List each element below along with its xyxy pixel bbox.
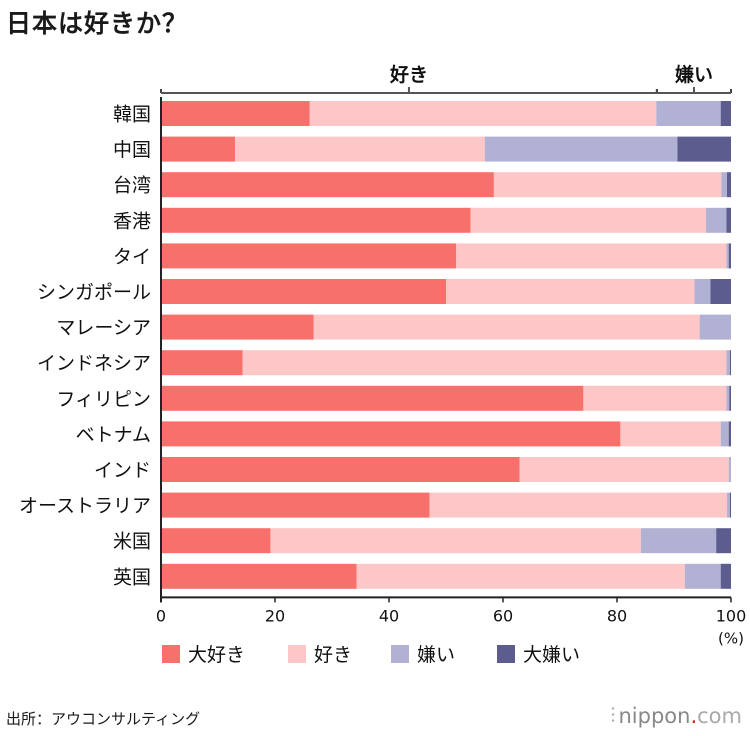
legend-label: 大好き [188,644,245,666]
bar-segment [161,207,471,233]
bar-segment [729,350,731,376]
group-label: 好き [389,63,428,86]
legend-swatch [497,645,515,663]
bar-segment [640,528,717,554]
bar-segment [484,136,678,162]
bar-segment [446,279,695,304]
category-label: 中国 [113,139,151,161]
bar-segment [583,385,727,411]
brand-name: nippon [618,704,691,728]
x-tick-label: 40 [379,606,399,625]
bar-segment [705,207,727,233]
bar-segment [161,457,520,482]
brand-dot: . [690,704,698,728]
x-tick-label: 80 [607,606,627,625]
bar-segment [161,314,314,340]
x-tick-label: 0 [156,606,166,625]
bar-segment [620,421,721,447]
bar-segment [161,101,310,126]
bar-segment [519,457,729,482]
category-label: インドネシア [37,353,151,375]
bar-segment [270,528,641,554]
legend-swatch [288,645,306,663]
category-label: 台湾 [113,175,151,197]
bar-segment [456,243,727,269]
bar-segment [161,492,430,518]
x-tick-label: 20 [265,606,285,625]
bar-segment [727,492,730,518]
bar-segment [242,350,727,376]
group-label: 嫌い [675,63,713,86]
bar-segment [313,314,700,340]
category-label: 英国 [113,566,151,588]
bar-segment [720,563,731,589]
bar-segment [699,314,731,340]
bar-segment [309,101,657,126]
x-tick-label: 100 [716,606,747,625]
bar-segment [726,207,731,233]
bar-segment [729,385,731,411]
bar-segment [235,136,485,162]
bar-segment [684,563,721,589]
bar-segment [710,279,731,304]
category-label: フィリピン [56,388,151,410]
legend-label: 嫌い [417,644,455,666]
category-label: 米国 [113,531,151,553]
category-label: マレーシア [56,317,151,339]
bar-segment [726,385,730,411]
bar-segment [720,421,729,447]
bar-segment [161,350,243,376]
bar-segment [493,172,722,198]
chart-title: 日本は好きか？ [6,9,189,38]
bar-segment [429,492,728,518]
bar-segment [726,243,729,269]
brand-mark-icon: ⫶ [610,704,616,728]
bar-segment [728,421,731,447]
bar-segment [694,279,711,304]
category-label: シンガポール [37,282,151,304]
legend-swatch [162,645,180,663]
legend-swatch [391,645,409,663]
bar-segment [161,136,236,162]
bar-segment [356,563,685,589]
bar-segment [656,101,721,126]
bar-segment [470,207,706,233]
bar-segment [677,136,731,162]
category-label: ベトナム [76,424,151,446]
bar-segment [720,101,731,126]
bar-segment [729,492,731,518]
legend-label: 大嫌い [523,644,580,666]
bar-segment [728,457,731,482]
bar-segment [728,243,731,269]
category-label: タイ [113,246,151,268]
legend-label: 好き [314,644,352,666]
bar-segment [161,421,621,447]
category-label: インド [94,460,151,482]
bar-segment [726,350,730,376]
x-axis-unit: (%) [718,629,744,647]
bar-segment [161,528,271,554]
bar-segment [727,172,731,198]
category-label: 韓国 [113,104,151,126]
bar-segment [161,172,494,198]
bar-segment [716,528,731,554]
brand-logo: ⫶ nippon.com [610,704,742,729]
category-label: 香港 [113,210,151,232]
bar-segment [161,279,446,304]
brand-tld: com [697,704,742,728]
source-note: 出所：アウコンサルティング [6,710,201,728]
x-tick-label: 60 [493,606,513,625]
category-label: オーストラリア [19,495,151,517]
bar-segment [721,172,728,198]
bar-segment [161,563,357,589]
bar-segment [161,243,457,269]
bar-segment [161,385,584,411]
stacked-bar-chart: 好き 嫌い韓国中国台湾香港タイシンガポールマレーシアインドネシアフィリピンベトナム… [19,63,747,666]
